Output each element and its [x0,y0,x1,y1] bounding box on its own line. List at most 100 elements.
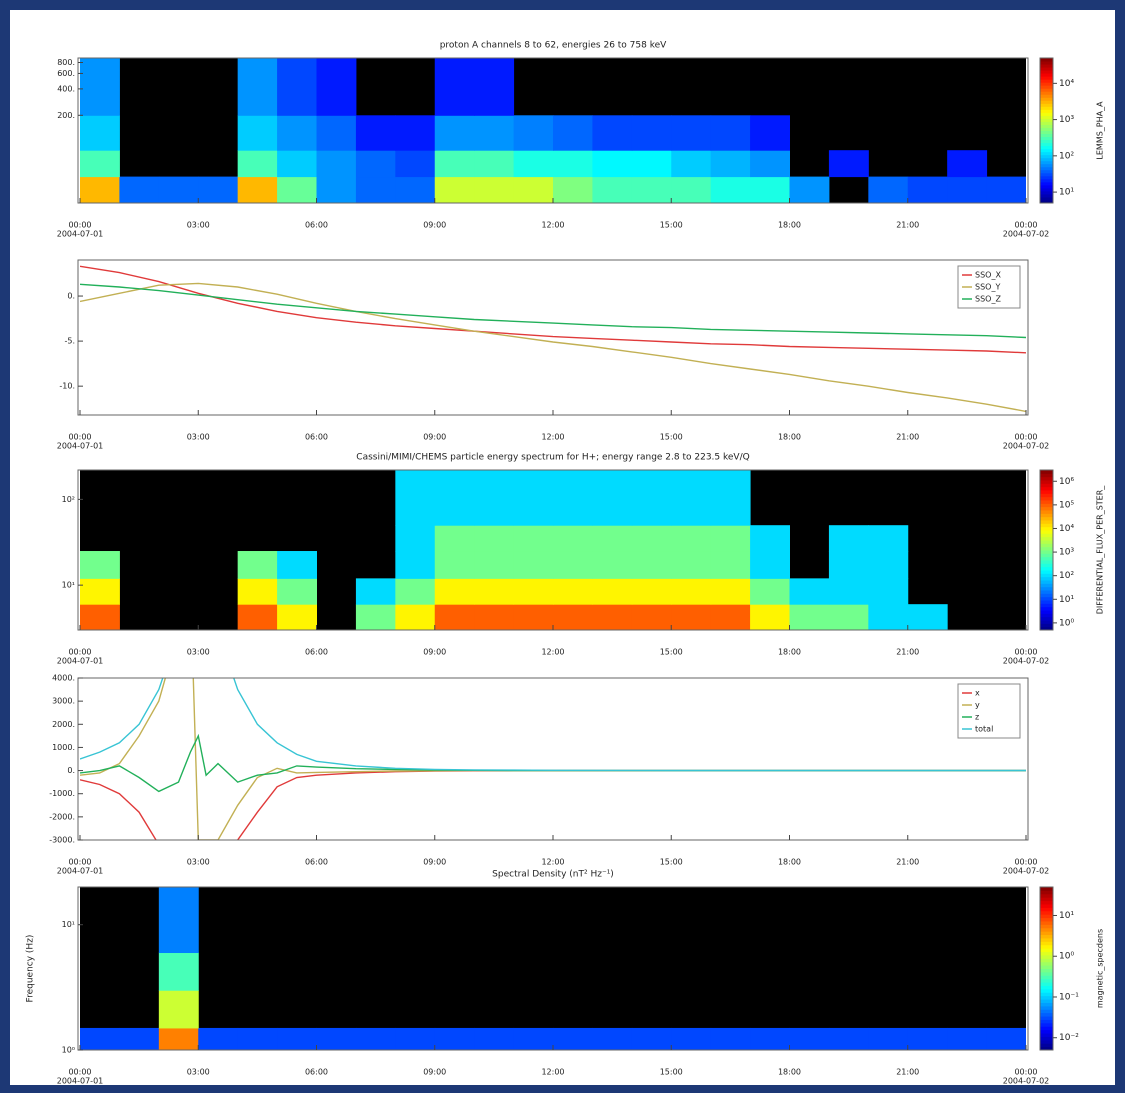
heatmap-cell [434,604,475,630]
y-tick-label: 10¹ [62,920,75,929]
colorbar-swatch [1040,118,1053,122]
heatmap-cell [868,525,909,552]
x-tick-label: 15:00 [660,433,683,442]
legend-label: SSO_X [975,271,1001,280]
heatmap-cell [592,525,633,552]
colorbar-swatch [1040,903,1053,908]
colorbar-swatch [1040,893,1053,898]
y-tick-label: 3000. [52,697,75,706]
heatmap-cell [671,578,712,605]
colorbar-swatch [1040,97,1053,101]
legend-label: y [975,701,980,710]
series-line [80,282,1026,413]
colorbar-tick-label: 10⁰ [1059,952,1074,962]
heatmap-cell [671,604,712,630]
colorbar-swatch [1040,172,1053,177]
heatmap-cell [513,1027,554,1050]
colorbar-swatch [1040,82,1053,86]
y-tick-label: -5. [64,337,75,346]
heatmap-cell [434,470,475,526]
heatmap-cell [710,578,751,605]
y-tick-label: 10¹ [62,581,75,590]
colorbar-swatch [1040,109,1053,113]
colorbar-swatch [1040,1005,1053,1010]
colorbar-swatch [1040,613,1053,618]
colorbar-tick-label: 10² [1059,571,1074,581]
x-date-label: 2004-07-02 [1003,657,1050,666]
heatmap-cell [828,525,869,552]
heatmap-cell [631,1027,672,1050]
colorbar-frame [1039,469,1054,631]
x-date-label: 2004-07-01 [57,230,104,239]
heatmap-cell [355,578,396,605]
heatmap-cell [592,551,633,579]
heatmap-cell [434,150,475,178]
heatmap-cell [277,604,317,630]
heatmap-cell [198,1027,239,1050]
colorbar-swatch [1040,540,1053,544]
x-tick-label: 03:00 [187,858,210,867]
heatmap-cell [395,150,436,178]
x-tick-label: 21:00 [896,433,919,442]
colorbar-swatch [1040,951,1053,956]
x-date-label: 2004-07-01 [57,442,104,451]
colorbar-swatch [1040,516,1053,521]
heatmap-cell [355,115,396,151]
colorbar-tick-label: 10⁴ [1059,524,1074,534]
heatmap-cell [80,578,120,605]
colorbar-swatch [1040,1046,1053,1051]
colorbar-swatch [1040,112,1053,116]
heatmap-cell [828,551,869,579]
heatmap-cell [434,58,475,116]
plot-area [80,265,1026,413]
heatmap-cell [986,1027,1026,1050]
heatmap-cell [80,1027,120,1050]
colorbar-swatch [1040,157,1053,162]
heatmap-cell [671,1027,712,1050]
heatmap-cell [316,58,357,116]
colorbar-swatch [1040,178,1053,183]
colorbar-swatch [1040,190,1053,195]
legend-label: SSO_Z [975,295,1001,304]
x-tick-label: 15:00 [660,648,683,657]
colorbar-swatch [1040,470,1053,474]
x-date-label: 2004-07-01 [57,867,104,876]
x-tick-label: 09:00 [423,648,446,657]
heatmap-cell [237,1027,278,1050]
panel-title: Spectral Density (nT² Hz⁻¹) [492,870,614,880]
colorbar-swatch [1040,920,1053,925]
heatmap-cell [671,176,712,203]
heatmap-cell [80,115,120,151]
x-tick-label: 15:00 [660,858,683,867]
colorbar-swatch [1040,992,1053,997]
colorbar-swatch [1040,196,1053,201]
x-date-label: 2004-07-02 [1003,1077,1050,1086]
colorbar-label: DIFFERENTIAL_FLUX_PER_STER_ [1096,485,1105,615]
heatmap-cell [671,551,712,579]
heatmap-cell [395,176,436,203]
colorbar-swatch [1040,483,1053,488]
heatmap-cell [237,551,278,579]
y-axis-label: Frequency (Hz) [26,935,36,1003]
heatmap-cell [474,115,515,151]
colorbar-swatch [1040,181,1053,186]
heatmap-cell [553,115,593,151]
heatmap-cell [553,604,593,630]
colorbar-swatch [1040,573,1053,578]
colorbar-swatch [1040,133,1053,138]
x-tick-label: 09:00 [423,433,446,442]
colorbar-swatch [1040,931,1053,936]
colorbar-swatch [1040,1022,1053,1027]
colorbar-swatch [1040,590,1053,594]
heatmap-cell [750,150,790,178]
heatmap-cell [631,470,672,526]
heatmap-cell [355,1027,396,1050]
colorbar-tick-label: 10¹ [1059,188,1074,198]
colorbar-swatch [1040,136,1053,141]
heatmap-cell [750,551,790,579]
heatmap-cell [592,604,633,630]
colorbar-swatch [1040,160,1053,165]
heatmap-cell [434,525,475,552]
x-tick-label: 18:00 [778,221,801,230]
